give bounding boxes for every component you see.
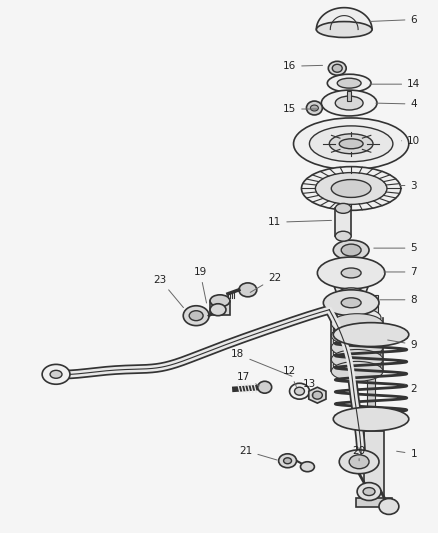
- Ellipse shape: [239, 283, 257, 297]
- Ellipse shape: [189, 311, 203, 321]
- Polygon shape: [329, 273, 373, 295]
- Ellipse shape: [323, 290, 379, 316]
- Ellipse shape: [328, 61, 346, 75]
- Ellipse shape: [337, 288, 365, 302]
- Ellipse shape: [311, 105, 318, 111]
- Ellipse shape: [307, 101, 322, 115]
- Text: 4: 4: [376, 99, 417, 109]
- Ellipse shape: [333, 343, 381, 364]
- Bar: [364, 431, 384, 505]
- Ellipse shape: [333, 332, 381, 351]
- Ellipse shape: [283, 458, 292, 464]
- Ellipse shape: [341, 244, 361, 256]
- Ellipse shape: [321, 90, 377, 116]
- Ellipse shape: [331, 350, 383, 369]
- Text: 16: 16: [283, 61, 322, 71]
- Ellipse shape: [335, 231, 351, 241]
- Ellipse shape: [341, 298, 361, 308]
- Text: 23: 23: [154, 275, 184, 308]
- Ellipse shape: [331, 314, 383, 334]
- Ellipse shape: [339, 450, 379, 474]
- Ellipse shape: [335, 96, 363, 110]
- Text: 5: 5: [374, 243, 417, 253]
- Ellipse shape: [333, 320, 381, 340]
- Ellipse shape: [333, 356, 381, 375]
- Ellipse shape: [339, 139, 363, 149]
- Ellipse shape: [290, 383, 309, 399]
- Text: 15: 15: [283, 104, 317, 114]
- Text: 6: 6: [370, 14, 417, 25]
- Bar: [347, 91, 351, 101]
- Ellipse shape: [301, 167, 401, 211]
- Bar: [367, 325, 375, 429]
- Text: 1: 1: [397, 449, 417, 459]
- Bar: [356, 497, 392, 507]
- Ellipse shape: [312, 391, 322, 399]
- Ellipse shape: [341, 268, 361, 278]
- Text: 14: 14: [370, 79, 420, 89]
- Ellipse shape: [258, 381, 272, 393]
- Text: 12: 12: [283, 366, 297, 386]
- Ellipse shape: [294, 387, 304, 395]
- Ellipse shape: [279, 454, 297, 468]
- Ellipse shape: [335, 204, 351, 213]
- Ellipse shape: [329, 134, 373, 154]
- Polygon shape: [309, 387, 326, 403]
- Ellipse shape: [318, 257, 385, 289]
- Ellipse shape: [293, 118, 409, 169]
- Text: 11: 11: [268, 217, 332, 227]
- Ellipse shape: [42, 365, 70, 384]
- Polygon shape: [316, 7, 372, 29]
- Ellipse shape: [337, 317, 365, 329]
- Ellipse shape: [315, 173, 387, 204]
- Ellipse shape: [333, 407, 409, 431]
- Text: 8: 8: [380, 295, 417, 305]
- Text: 3: 3: [399, 181, 417, 190]
- Ellipse shape: [309, 126, 393, 161]
- Ellipse shape: [333, 322, 409, 346]
- Ellipse shape: [333, 240, 369, 260]
- Text: 20: 20: [353, 446, 366, 461]
- Text: 19: 19: [194, 267, 207, 303]
- Text: 22: 22: [250, 273, 281, 293]
- Bar: [210, 301, 230, 314]
- Ellipse shape: [183, 306, 209, 326]
- Ellipse shape: [379, 498, 399, 514]
- Ellipse shape: [327, 74, 371, 92]
- Text: 10: 10: [402, 136, 420, 146]
- Text: 7: 7: [384, 267, 417, 277]
- Ellipse shape: [363, 488, 375, 496]
- Ellipse shape: [300, 462, 314, 472]
- Polygon shape: [333, 303, 369, 322]
- Ellipse shape: [331, 361, 383, 381]
- Bar: [335, 208, 351, 236]
- Ellipse shape: [316, 21, 372, 37]
- Ellipse shape: [349, 455, 369, 469]
- Text: 21: 21: [239, 446, 277, 460]
- Ellipse shape: [210, 295, 230, 307]
- Bar: [370, 295, 378, 344]
- Ellipse shape: [357, 482, 381, 500]
- Text: 2: 2: [405, 384, 417, 394]
- Text: 13: 13: [303, 379, 316, 395]
- Text: 17: 17: [237, 372, 259, 386]
- Ellipse shape: [337, 78, 361, 88]
- Ellipse shape: [210, 304, 226, 316]
- Ellipse shape: [331, 337, 383, 358]
- Ellipse shape: [331, 180, 371, 197]
- Ellipse shape: [50, 370, 62, 378]
- Text: 9: 9: [388, 340, 417, 350]
- Ellipse shape: [331, 326, 383, 345]
- Text: 18: 18: [231, 350, 292, 376]
- Ellipse shape: [333, 308, 381, 328]
- Ellipse shape: [332, 64, 342, 72]
